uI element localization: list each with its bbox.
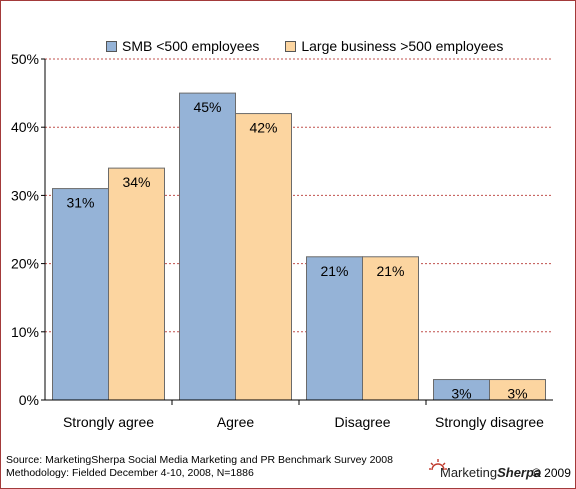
- data-label: 3%: [451, 386, 471, 402]
- labels: 0% 10% 20% 30% 40% 50% 31% 34% Strongly agree 45%…: [11, 51, 544, 430]
- bar: [235, 113, 292, 401]
- data-label: 3%: [507, 386, 527, 402]
- y-tick-label: 20%: [11, 256, 39, 272]
- legend: SMB <500 employees Large business >500 e…: [106, 36, 529, 56]
- y-tick-label: 50%: [11, 51, 39, 67]
- bar: [362, 256, 419, 401]
- bar: [108, 167, 165, 401]
- data-label: 42%: [249, 120, 277, 136]
- bar: [52, 188, 109, 401]
- legend-label-large: Large business >500 employees: [301, 38, 504, 54]
- bars: [52, 92, 546, 401]
- data-label: 21%: [376, 263, 404, 279]
- axes: [41, 58, 553, 405]
- data-label: 45%: [193, 99, 221, 115]
- legend-item-large: Large business >500 employees: [285, 38, 503, 54]
- bar: [179, 92, 236, 401]
- marketingsherpa-logo: MarketingSherpa © 2009: [428, 456, 574, 484]
- legend-swatch-large: [285, 40, 297, 52]
- sun-logo-icon: [429, 459, 447, 471]
- legend-swatch-smb: [106, 40, 117, 52]
- y-tick-label: 40%: [11, 119, 39, 135]
- legend-label-smb: SMB <500 employees: [122, 38, 260, 54]
- logo-part-sherpa: Sherpa: [497, 465, 542, 480]
- data-label: 21%: [320, 263, 348, 279]
- category-label: Disagree: [334, 414, 390, 430]
- copyright: © 2009: [532, 466, 571, 480]
- y-tick-label: 30%: [11, 187, 39, 203]
- methodology-text: Methodology: Fielded December 4-10, 2008…: [6, 467, 254, 479]
- source-note: Source: MarketingSherpa Social Media Mar…: [6, 454, 393, 480]
- y-tick-label: 0%: [19, 392, 39, 408]
- logo-wordmark: MarketingSherpa: [440, 465, 541, 480]
- logo-part-marketing: Marketing: [440, 465, 498, 480]
- category-label: Strongly disagree: [435, 414, 544, 430]
- legend-item-smb: SMB <500 employees: [106, 38, 259, 54]
- data-label: 31%: [66, 195, 94, 211]
- category-label: Strongly agree: [63, 414, 154, 430]
- category-label: Agree: [217, 414, 255, 430]
- source-text: Source: MarketingSherpa Social Media Mar…: [6, 454, 393, 466]
- data-label: 34%: [122, 174, 150, 190]
- y-tick-label: 10%: [11, 324, 39, 340]
